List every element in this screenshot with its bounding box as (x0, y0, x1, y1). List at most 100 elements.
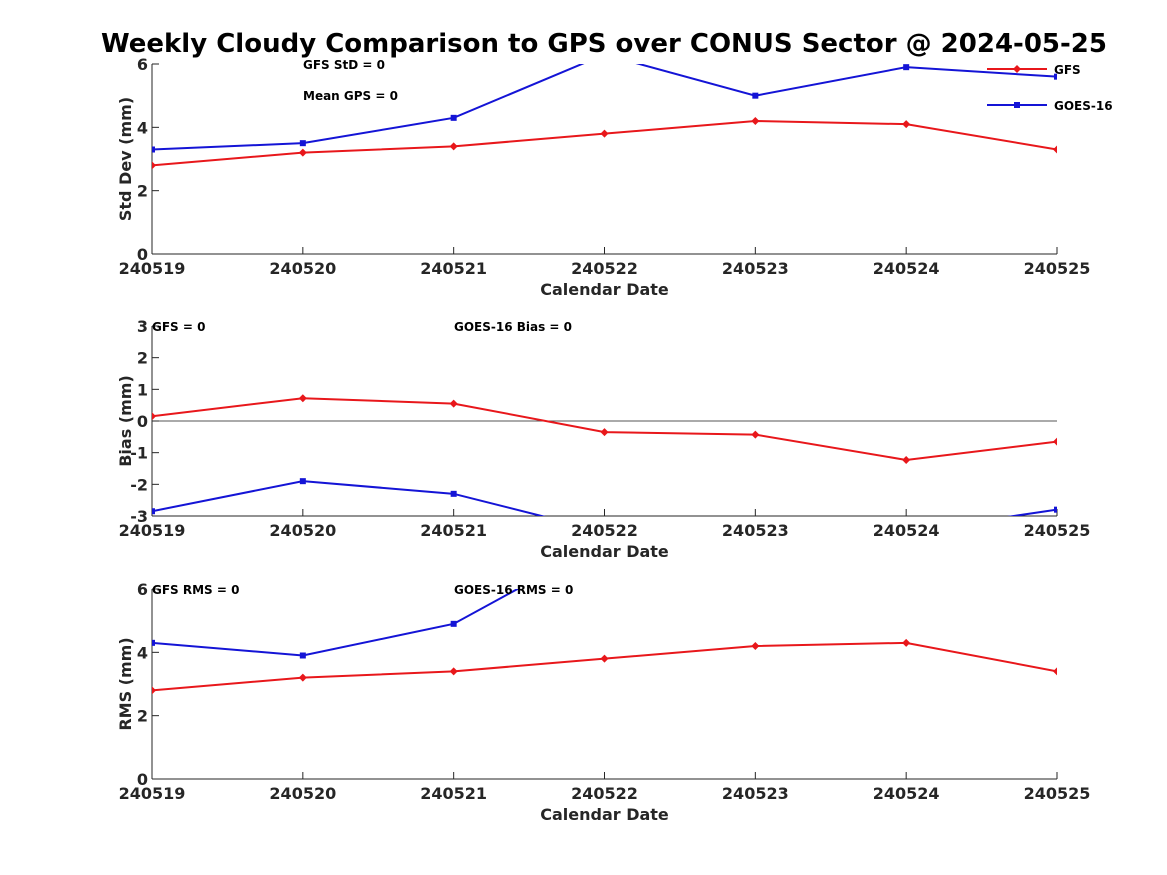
panel-3: 0 2 4 6 240519 240520 240521 240522 240523 240524… (116, 580, 1091, 824)
data-point (152, 161, 156, 170)
x-tick-label: 240524 (873, 521, 940, 540)
x-tick-label: 240519 (119, 521, 186, 540)
chart-legend: GFS GOES-16 (987, 63, 1113, 113)
data-point (1053, 437, 1057, 446)
data-point (902, 638, 911, 647)
data-point (298, 673, 307, 682)
panel-annotation: GFS StD = 0 (303, 58, 385, 72)
y-tick-label: 2 (137, 349, 148, 368)
y-tick-label: -2 (130, 475, 148, 494)
data-point (1054, 506, 1057, 513)
y-tick-label: 0 (137, 412, 148, 431)
x-axis-label: Calendar Date (540, 280, 669, 299)
data-point (299, 652, 306, 659)
chart-title: Weekly Cloudy Comparison to GPS over CON… (101, 29, 1107, 59)
panel-annotation: Mean GPS = 0 (303, 89, 398, 103)
data-point (902, 455, 911, 464)
panel-2: -3 -2 -1 0 1 2 3 240519 240520 240521 240522 240523… (116, 317, 1090, 561)
data-point (751, 642, 760, 650)
data-point (450, 620, 457, 627)
series-gfs (152, 117, 1057, 170)
data-point (600, 428, 609, 437)
x-axis-label: Calendar Date (540, 542, 669, 561)
x-tick-label: 240523 (722, 784, 789, 803)
panel-annotation: GFS = 0 (152, 320, 205, 334)
data-point (449, 667, 458, 676)
data-point (152, 508, 155, 515)
data-point (1054, 73, 1057, 80)
series-goes-16 (152, 478, 1057, 516)
x-tick-label: 240524 (873, 259, 940, 278)
series-goes-16 (152, 64, 1057, 153)
data-point (903, 64, 910, 71)
chart-panels: 0 2 4 6 240519 240520 240521 240522 240523 240524… (116, 55, 1091, 824)
x-tick-label: 240520 (269, 521, 336, 540)
y-tick-label: 3 (137, 317, 148, 336)
x-tick-label: 240523 (722, 259, 789, 278)
data-point (299, 140, 306, 147)
data-point (298, 148, 307, 157)
y-tick-label: -1 (130, 444, 148, 463)
data-point (600, 129, 609, 138)
legend-marker (1014, 102, 1020, 108)
data-point (298, 394, 307, 403)
panel-1: 0 2 4 6 240519 240520 240521 240522 240523 240524… (116, 55, 1091, 299)
y-tick-label: 6 (137, 580, 148, 599)
x-tick-label: 240525 (1024, 259, 1091, 278)
y-axis-label: Bias (mm) (116, 375, 135, 467)
data-point (1053, 145, 1057, 154)
y-tick-label: 0 (137, 770, 148, 789)
legend-label: GOES-16 (1054, 99, 1113, 113)
legend-marker (1013, 65, 1021, 73)
y-tick-label: 0 (137, 245, 148, 264)
data-point (600, 654, 609, 663)
x-axis-label: Calendar Date (540, 805, 669, 824)
series-gfs (152, 638, 1057, 695)
x-tick-label: 240521 (420, 259, 487, 278)
y-axis-label: RMS (mm) (116, 637, 135, 730)
panel-annotation: GFS RMS = 0 (152, 583, 239, 597)
data-point (152, 639, 155, 646)
y-axis-label: Std Dev (mm) (116, 97, 135, 221)
y-tick-label: 4 (137, 643, 148, 662)
data-point (299, 478, 306, 485)
y-tick-label: 6 (137, 55, 148, 74)
x-tick-label: 240519 (119, 784, 186, 803)
panel-annotation: GOES-16 Bias = 0 (454, 320, 572, 334)
data-point (752, 92, 759, 99)
x-tick-label: 240523 (722, 521, 789, 540)
series-gfs (152, 394, 1057, 464)
legend-entry-gfs: GFS (987, 63, 1081, 77)
data-point (751, 430, 760, 439)
x-tick-label: 240520 (269, 259, 336, 278)
legend-label: GFS (1054, 63, 1081, 77)
x-tick-label: 240520 (269, 784, 336, 803)
data-point (450, 114, 457, 121)
y-tick-label: 2 (137, 707, 148, 726)
data-point (1053, 667, 1057, 676)
x-tick-label: 240521 (420, 521, 487, 540)
data-point (152, 146, 155, 153)
x-tick-label: 240519 (119, 259, 186, 278)
y-tick-label: 2 (137, 182, 148, 201)
data-point (152, 686, 156, 695)
y-tick-label: 4 (137, 118, 148, 137)
y-tick-label: 1 (137, 380, 148, 399)
data-point (449, 399, 458, 408)
x-tick-label: 240521 (420, 784, 487, 803)
data-point (450, 490, 457, 497)
x-tick-label: 240525 (1024, 784, 1091, 803)
x-tick-label: 240522 (571, 521, 638, 540)
data-point (152, 412, 156, 421)
data-point (449, 142, 458, 151)
panel-annotation: GOES-16 RMS = 0 (454, 583, 573, 597)
data-point (902, 120, 911, 129)
y-tick-label: -3 (130, 507, 148, 526)
x-tick-label: 240524 (873, 784, 940, 803)
legend-entry-goes-16: GOES-16 (987, 99, 1113, 113)
x-tick-label: 240525 (1024, 521, 1091, 540)
data-point (751, 117, 760, 125)
x-tick-label: 240522 (571, 259, 638, 278)
